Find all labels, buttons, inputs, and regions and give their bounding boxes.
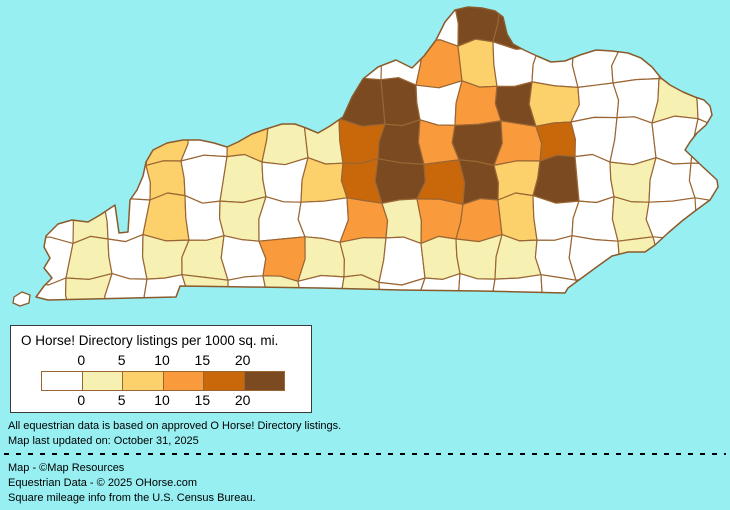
county-shape xyxy=(609,116,657,166)
state-outline xyxy=(35,6,719,301)
county-shape xyxy=(455,198,503,243)
county-shape xyxy=(533,274,583,300)
county-shape xyxy=(107,234,148,280)
county-shape xyxy=(491,274,543,300)
county-shape xyxy=(297,236,345,282)
county-shape xyxy=(338,77,386,127)
county-shape xyxy=(262,275,303,300)
legend-color-scale xyxy=(41,371,285,391)
county-shape xyxy=(612,77,660,124)
county-shape xyxy=(297,274,345,300)
county-shape xyxy=(574,153,615,204)
county-shape xyxy=(64,273,113,300)
data-credit: Equestrian Data - © 2025 OHorse.com xyxy=(8,477,198,489)
county-shape xyxy=(610,236,660,282)
county-shape xyxy=(65,235,113,280)
county-shape xyxy=(645,197,697,243)
county-shape xyxy=(420,235,461,280)
county-shape xyxy=(297,197,349,243)
county-shape xyxy=(377,119,425,165)
legend-swatch xyxy=(203,372,244,390)
county-shape xyxy=(300,157,348,203)
legend-ticks-top: 0 5 10 15 20 xyxy=(41,352,283,368)
county-shape xyxy=(103,159,151,205)
county-shape xyxy=(457,38,498,88)
legend-tick: 0 xyxy=(77,352,86,368)
county-shape xyxy=(181,274,229,300)
county-shape xyxy=(258,236,306,282)
legend-tick: 20 xyxy=(234,352,251,368)
legend-title: O Horse! Directory listings per 1000 sq.… xyxy=(21,333,279,348)
county-shape xyxy=(531,42,579,89)
county-shape xyxy=(104,273,152,300)
census-credit: Square mileage info from the U.S. Census… xyxy=(8,492,256,504)
county-shape xyxy=(611,43,663,84)
legend-swatch xyxy=(122,372,163,390)
county-shape xyxy=(180,154,228,204)
dashed-divider-line xyxy=(4,453,726,455)
last-updated-note: Map last updated on: October 31, 2025 xyxy=(8,435,199,447)
county-shape xyxy=(417,273,465,300)
county-shape xyxy=(451,120,503,166)
county-shape xyxy=(219,153,267,204)
county-shape xyxy=(380,77,421,127)
county-shape xyxy=(454,80,502,126)
kentucky-bend-exclave xyxy=(12,291,31,307)
county-shape xyxy=(648,157,696,203)
legend-tick: 0 xyxy=(77,392,86,408)
county-shape xyxy=(568,235,620,281)
map-credit: Map - ©Map Resources xyxy=(8,462,125,474)
legend-tick: 5 xyxy=(117,392,126,408)
legend-tick: 15 xyxy=(194,352,211,368)
county-shape xyxy=(688,158,718,204)
legend-swatch xyxy=(162,372,203,390)
county-shape xyxy=(532,154,580,204)
map-legend: O Horse! Directory listings per 1000 sq.… xyxy=(10,325,312,413)
county-shape xyxy=(220,275,268,300)
legend-tick: 15 xyxy=(194,392,211,408)
county-shape xyxy=(378,236,426,286)
county-shape xyxy=(142,192,190,242)
legend-swatch xyxy=(42,372,82,390)
county-shape xyxy=(458,159,499,205)
county-shape xyxy=(497,192,538,242)
county-shape xyxy=(415,39,463,89)
legend-tick: 10 xyxy=(154,352,170,368)
legend-tick: 5 xyxy=(117,352,126,368)
county-shape xyxy=(571,196,619,242)
county-shape xyxy=(336,274,384,300)
legend-swatch xyxy=(81,372,122,390)
legend-tick: 10 xyxy=(154,392,170,408)
data-source-note: All equestrian data is based on approved… xyxy=(8,420,342,432)
kentucky-county-map xyxy=(12,6,719,307)
county-shape xyxy=(535,121,577,162)
county-shape xyxy=(494,234,542,280)
legend-ticks-bottom: 0 5 10 15 20 xyxy=(41,392,283,408)
legend-tick: 20 xyxy=(234,392,251,408)
county-shape xyxy=(492,7,540,50)
legend-swatch xyxy=(243,372,284,390)
county-shape xyxy=(303,115,344,165)
county-shape xyxy=(457,273,500,300)
county-shape xyxy=(690,118,718,164)
